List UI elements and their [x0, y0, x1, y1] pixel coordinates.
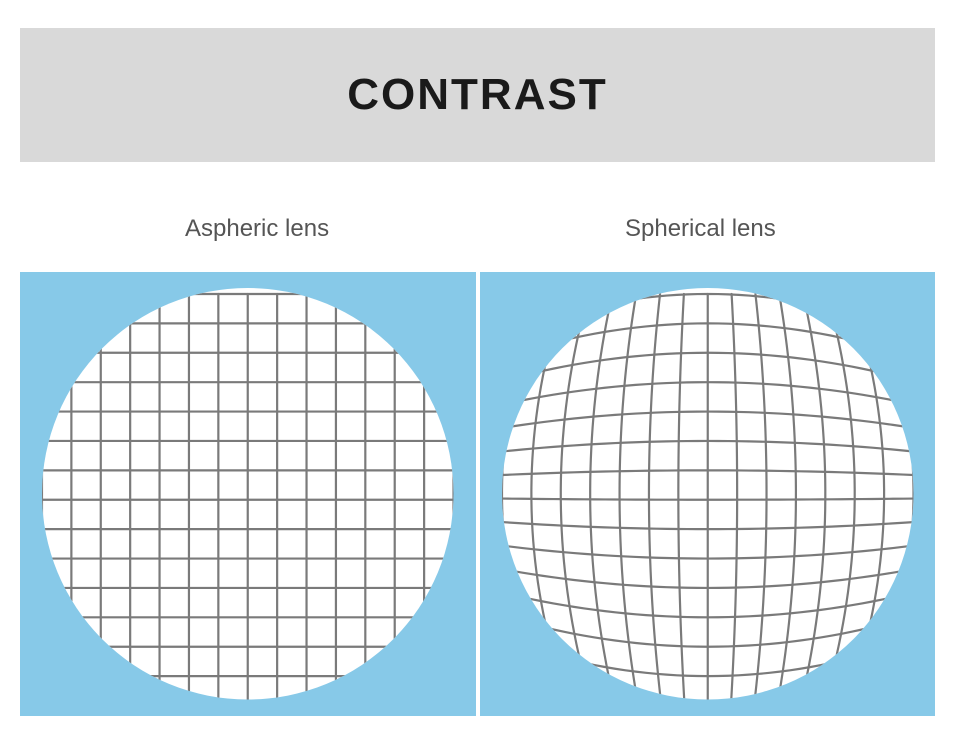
header-bar: CONTRAST [20, 28, 935, 162]
lens-spherical-svg [480, 272, 935, 716]
lens-aspheric-svg [20, 272, 475, 716]
panel-aspheric [20, 272, 476, 716]
panel-spherical [480, 272, 936, 716]
panels-row [20, 272, 935, 716]
label-spherical: Spherical lens [625, 215, 776, 243]
label-aspheric: Aspheric lens [185, 215, 329, 243]
header-title: CONTRAST [347, 70, 607, 120]
labels-row: Aspheric lens Spherical lens [0, 215, 955, 255]
